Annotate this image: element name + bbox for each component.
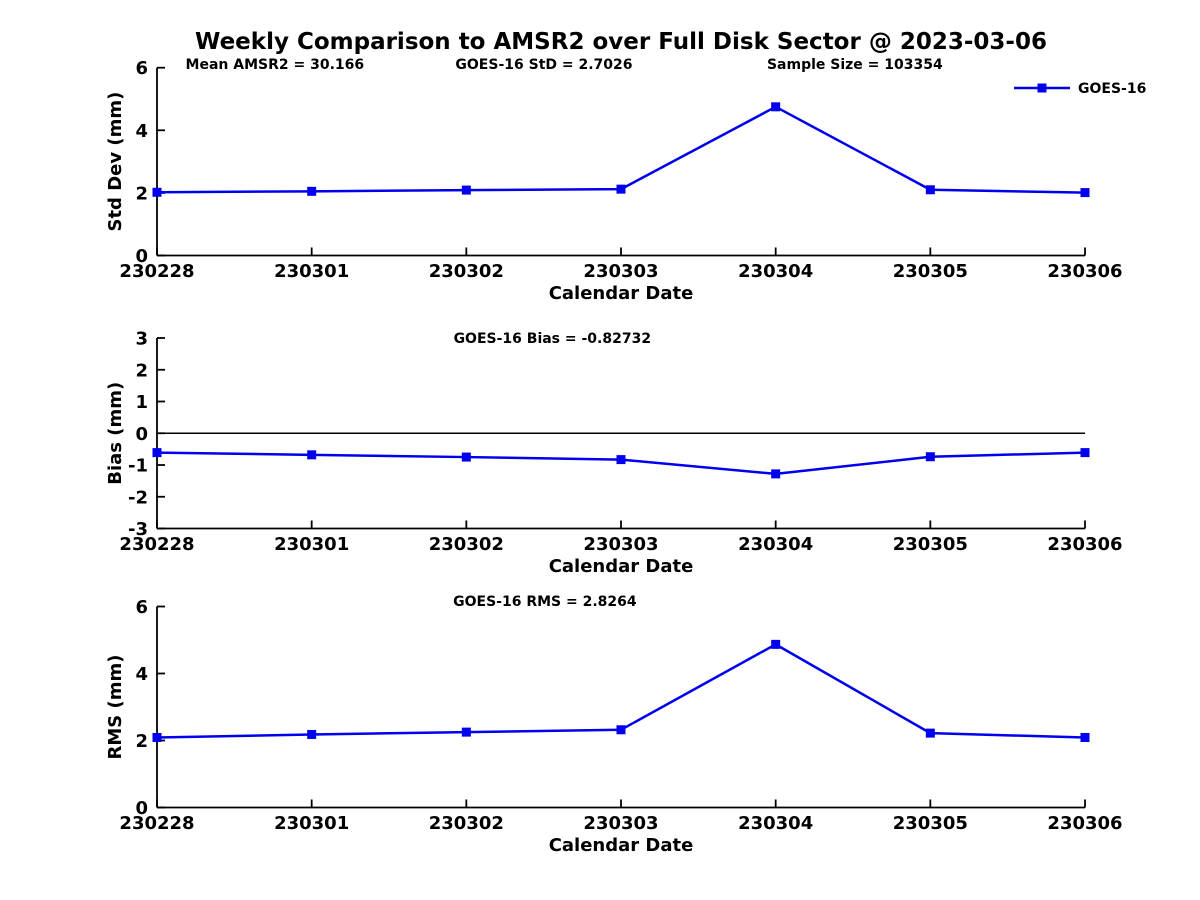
x-tick-label: 230305 bbox=[893, 261, 968, 282]
annotation: GOES-16 RMS = 2.8264 bbox=[453, 594, 637, 610]
x-tick-label: 230302 bbox=[429, 261, 504, 282]
y-tick-label: 2 bbox=[135, 731, 148, 752]
series-line-goes-16 bbox=[156, 643, 1086, 739]
x-tick-label: 230228 bbox=[119, 261, 194, 282]
data-point-marker bbox=[616, 184, 626, 194]
y-tick-label: 6 bbox=[135, 58, 148, 79]
data-point-marker bbox=[152, 448, 162, 458]
data-point-marker bbox=[1080, 448, 1090, 458]
y-tick-label: 0 bbox=[135, 424, 148, 445]
y-tick-label: 0 bbox=[135, 246, 148, 267]
x-tick-label: 230303 bbox=[583, 813, 658, 834]
y-tick-label: 0 bbox=[135, 798, 148, 819]
data-point-marker bbox=[925, 728, 935, 738]
data-point-marker bbox=[925, 452, 935, 462]
data-point-marker bbox=[1080, 188, 1090, 198]
x-tick-label: 230304 bbox=[738, 534, 813, 555]
annotation: GOES-16 StD = 2.7026 bbox=[455, 57, 632, 73]
y-tick-label: 2 bbox=[135, 183, 148, 204]
x-tick-label: 230304 bbox=[738, 261, 813, 282]
x-axis-label: Calendar Date bbox=[549, 556, 694, 577]
y-tick-label: 2 bbox=[135, 360, 148, 381]
y-tick-label: 6 bbox=[135, 597, 148, 618]
legend-marker bbox=[1037, 83, 1047, 93]
x-tick-label: 230306 bbox=[1047, 813, 1122, 834]
y-tick-label: -1 bbox=[128, 456, 148, 477]
x-tick-label: 230302 bbox=[429, 813, 504, 834]
y-tick-label: -2 bbox=[128, 487, 148, 508]
annotation: Sample Size = 103354 bbox=[767, 57, 943, 73]
y-axis-label: RMS (mm) bbox=[105, 655, 126, 760]
x-tick-label: 230305 bbox=[893, 534, 968, 555]
legend: GOES-16 bbox=[1014, 81, 1146, 97]
data-point-marker bbox=[152, 732, 162, 742]
series-line-goes-16 bbox=[156, 105, 1086, 194]
data-point-marker bbox=[307, 450, 317, 460]
x-axis-label: Calendar Date bbox=[549, 835, 694, 856]
data-point-marker bbox=[307, 729, 317, 739]
x-tick-label: 230305 bbox=[893, 813, 968, 834]
x-axis-label: Calendar Date bbox=[549, 283, 694, 304]
subplot-std-dev: 0 2 4 6 230228 230301 230302 230303 230304 230305… bbox=[105, 57, 1146, 304]
legend-label: GOES-16 bbox=[1078, 81, 1146, 97]
data-point-marker bbox=[771, 102, 781, 112]
y-tick-label: 4 bbox=[135, 664, 148, 685]
x-tick-label: 230304 bbox=[738, 813, 813, 834]
data-point-marker bbox=[461, 727, 471, 737]
figure-title: Weekly Comparison to AMSR2 over Full Dis… bbox=[195, 29, 1047, 55]
data-point-marker bbox=[616, 725, 626, 735]
annotation: GOES-16 Bias = -0.82732 bbox=[454, 331, 652, 347]
data-point-marker bbox=[461, 185, 471, 195]
x-tick-label: 230301 bbox=[274, 261, 349, 282]
x-tick-label: 230228 bbox=[119, 534, 194, 555]
x-tick-label: 230228 bbox=[119, 813, 194, 834]
data-point-marker bbox=[461, 452, 471, 462]
x-tick-label: 230301 bbox=[274, 534, 349, 555]
y-axis-label: Bias (mm) bbox=[105, 382, 126, 485]
x-tick-label: 230302 bbox=[429, 534, 504, 555]
y-tick-label: 4 bbox=[135, 121, 148, 142]
y-tick-label: -3 bbox=[128, 519, 148, 540]
x-tick-label: 230301 bbox=[274, 813, 349, 834]
data-point-marker bbox=[152, 187, 162, 197]
data-point-marker bbox=[925, 185, 935, 195]
x-tick-label: 230306 bbox=[1047, 261, 1122, 282]
x-tick-label: 230306 bbox=[1047, 534, 1122, 555]
x-tick-label: 230303 bbox=[583, 534, 658, 555]
y-tick-label: 1 bbox=[135, 392, 148, 413]
data-point-marker bbox=[771, 469, 781, 479]
y-tick-label: 3 bbox=[135, 329, 148, 350]
data-point-marker bbox=[771, 639, 781, 649]
data-point-marker bbox=[1080, 732, 1090, 742]
data-point-marker bbox=[616, 455, 626, 465]
data-point-marker bbox=[307, 186, 317, 196]
subplot-rms: 0 2 4 6 230228 230301 230302 230303 230304 230305… bbox=[105, 594, 1123, 856]
y-axis-label: Std Dev (mm) bbox=[105, 92, 126, 232]
annotation: Mean AMSR2 = 30.166 bbox=[186, 57, 365, 73]
x-tick-label: 230303 bbox=[583, 261, 658, 282]
